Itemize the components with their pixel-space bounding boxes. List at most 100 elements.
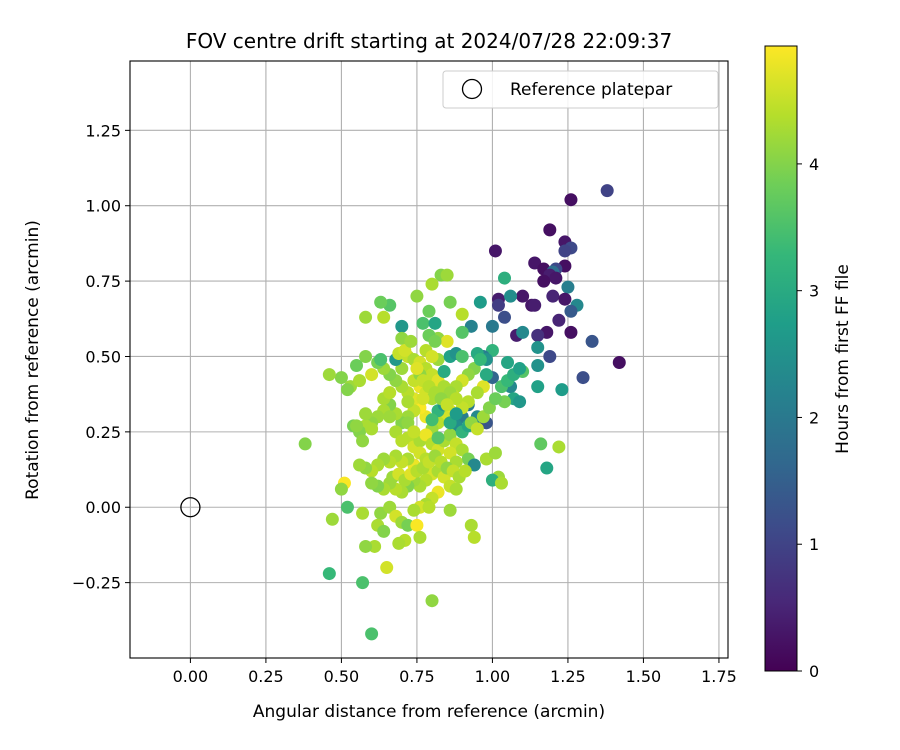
data-point (410, 362, 424, 376)
data-point (558, 292, 572, 306)
data-point (516, 289, 530, 303)
x-tick-label: 0.25 (248, 667, 284, 686)
data-point (585, 334, 599, 348)
data-point (440, 398, 454, 412)
y-tick-label: −0.25 (72, 574, 121, 593)
x-tick-label: 1.25 (550, 667, 586, 686)
data-point (485, 319, 499, 333)
colorbar-tick-label: 0 (809, 662, 819, 681)
data-point (488, 244, 502, 258)
data-point (498, 310, 512, 324)
colorbar-label: Hours from first FF file (833, 264, 853, 454)
data-point (531, 328, 545, 342)
data-point (561, 280, 575, 294)
reference-marker-group (180, 497, 201, 518)
data-point (374, 295, 388, 309)
data-point (467, 530, 481, 544)
data-point (564, 325, 578, 339)
data-point (422, 500, 436, 514)
colorbar-tick-label: 1 (809, 535, 819, 554)
data-point (334, 371, 348, 385)
legend-entry-label: Reference platepar (510, 80, 672, 100)
x-axis-ticks: 0.00 0.25 0.50 0.75 1.00 1.25 1.50 1.75 (173, 658, 737, 686)
data-point (504, 289, 518, 303)
data-point (531, 359, 545, 373)
data-point (365, 422, 379, 436)
data-point (455, 349, 469, 363)
colorbar-tick-label: 2 (809, 408, 819, 427)
data-point (552, 440, 566, 454)
data-point (353, 374, 367, 388)
y-tick-label: 1.00 (85, 197, 121, 216)
data-point (359, 349, 373, 363)
data-point (334, 482, 348, 496)
data-point (356, 576, 370, 590)
data-points (298, 184, 626, 641)
data-point (407, 425, 421, 439)
data-point (440, 268, 454, 282)
data-point (528, 298, 542, 312)
data-point (534, 437, 548, 451)
data-point (356, 434, 370, 448)
data-point (494, 476, 508, 490)
data-point (377, 524, 391, 538)
data-point (410, 518, 424, 532)
x-tick-label: 1.00 (475, 667, 511, 686)
data-point (458, 464, 472, 478)
data-point (359, 407, 373, 421)
x-tick-label: 0.00 (173, 667, 209, 686)
data-point (513, 395, 527, 409)
data-point (449, 407, 463, 421)
data-point (350, 359, 364, 373)
y-tick-label: 0.75 (85, 272, 121, 291)
chart-title: FOV centre drift starting at 2024/07/28 … (186, 29, 672, 53)
data-point (356, 506, 370, 520)
data-point (425, 277, 439, 291)
data-point (449, 482, 463, 496)
data-point (437, 365, 451, 379)
data-point (455, 325, 469, 339)
data-point (428, 316, 442, 330)
data-point (365, 627, 379, 641)
data-point (383, 410, 397, 424)
reference-platepar-marker (180, 497, 201, 518)
y-tick-label: 0.00 (85, 498, 121, 517)
data-point (413, 530, 427, 544)
colorbar-tick-label: 3 (809, 282, 819, 301)
data-point (491, 298, 505, 312)
data-point (440, 334, 454, 348)
data-point (365, 368, 379, 382)
data-point (540, 461, 554, 475)
data-point (600, 184, 614, 198)
data-point (374, 353, 388, 366)
data-point (564, 304, 578, 318)
data-point (428, 334, 442, 348)
data-point (298, 437, 312, 451)
data-point (498, 271, 512, 285)
data-point (612, 356, 626, 370)
data-point (401, 518, 415, 532)
data-point (325, 512, 339, 526)
data-point (443, 503, 457, 517)
data-point (488, 446, 502, 460)
data-point (564, 193, 578, 207)
legend-box (442, 70, 719, 109)
data-point (368, 539, 382, 553)
y-axis-ticks: −0.25 0.00 0.25 0.50 0.75 1.00 1.25 (72, 121, 130, 593)
y-tick-label: 0.50 (85, 347, 121, 366)
data-point (549, 271, 563, 285)
data-point (340, 383, 354, 397)
data-point (407, 503, 421, 517)
data-point (353, 458, 367, 472)
data-point (543, 349, 557, 363)
data-point (543, 223, 557, 237)
data-point (377, 310, 391, 324)
data-point (576, 371, 590, 385)
data-point (395, 319, 409, 333)
data-point (464, 518, 478, 532)
data-point (425, 594, 439, 608)
data-point (322, 368, 336, 382)
data-point (531, 340, 545, 354)
y-axis-label: Rotation from reference (arcmin) (23, 220, 43, 500)
x-tick-label: 1.50 (626, 667, 662, 686)
